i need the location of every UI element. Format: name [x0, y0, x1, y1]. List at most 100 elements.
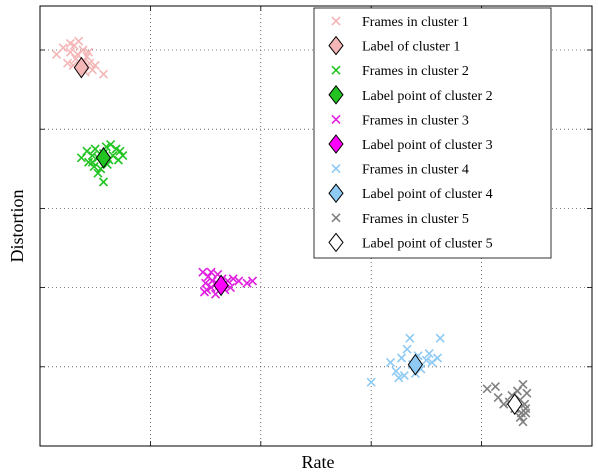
x-marker-stroke — [106, 140, 116, 150]
x-marker-stroke — [58, 43, 68, 53]
legend-label-frames-5: Frames in cluster 5 — [362, 212, 469, 227]
legend-label-label-point-2: Label point of cluster 2 — [362, 89, 493, 104]
x-marker-stroke — [394, 373, 404, 383]
frame-point — [58, 43, 68, 53]
x-marker-stroke — [199, 287, 210, 297]
frame-point — [522, 388, 532, 398]
legend-entry-label-5: Label point of cluster 5 — [328, 232, 493, 253]
x-marker-stroke — [331, 16, 341, 26]
cluster-3-frames — [198, 267, 258, 299]
frame-point — [521, 408, 531, 418]
frame-point — [435, 333, 445, 343]
legend-label-label-point-1: Label of cluster 1 — [362, 40, 460, 55]
cluster-2-label-point — [95, 146, 112, 169]
x-marker-stroke — [331, 65, 341, 75]
legend-entry-frames-3: Frames in cluster 3 — [331, 113, 469, 128]
frame-point — [432, 353, 443, 363]
legend-diamond-marker — [328, 84, 344, 105]
x-marker-stroke — [87, 157, 98, 167]
x-marker-stroke — [84, 47, 94, 57]
legend-box — [313, 7, 552, 259]
legend-entry-frames-1: Frames in cluster 1 — [331, 15, 469, 30]
legend-label-label-point-4: Label point of cluster 4 — [362, 187, 493, 202]
frame-point — [98, 177, 109, 187]
legend-label-frames-4: Frames in cluster 4 — [362, 163, 469, 178]
cluster-label-points — [73, 56, 523, 416]
frame-point — [234, 276, 244, 286]
frame-point — [199, 287, 210, 297]
frame-point — [490, 382, 500, 392]
x-marker-stroke — [385, 357, 396, 367]
x-marker-stroke — [111, 144, 121, 154]
legend-label-frames-1: Frames in cluster 1 — [362, 15, 469, 30]
frame-point — [63, 58, 73, 68]
frame-point — [366, 377, 376, 387]
legend-x-marker — [331, 164, 341, 174]
frame-point — [482, 384, 492, 394]
frame-point — [242, 278, 252, 288]
cluster-5-frames — [482, 379, 532, 427]
x-marker-stroke — [65, 38, 75, 48]
x-marker-stroke — [213, 269, 223, 279]
x-marker-stroke — [206, 267, 216, 277]
legend-entry-label-3: Label point of cluster 3 — [328, 134, 493, 154]
frame-point — [518, 417, 528, 427]
legend-entry-frames-4: Frames in cluster 4 — [331, 163, 469, 178]
frame-point — [72, 49, 83, 59]
legend-label-label-point-3: Label point of cluster 3 — [362, 138, 493, 153]
frame-point — [399, 371, 409, 381]
frame-point — [405, 333, 415, 343]
frame-point — [385, 357, 396, 367]
x-marker-stroke — [234, 276, 244, 286]
x-marker-stroke — [522, 388, 532, 398]
frame-point — [90, 144, 100, 154]
legend-x-marker — [331, 114, 341, 124]
y-axis-label: Distortion — [7, 189, 27, 262]
x-marker-stroke — [82, 146, 92, 156]
x-marker-stroke — [399, 371, 409, 381]
frame-point — [228, 274, 238, 284]
x-marker-stroke — [198, 267, 208, 277]
x-marker-stroke — [90, 60, 100, 70]
x-marker-stroke — [518, 379, 528, 389]
x-marker-stroke — [405, 333, 415, 343]
x-marker-stroke — [242, 278, 252, 288]
legend-label-frames-2: Frames in cluster 2 — [362, 64, 469, 79]
x-marker-stroke — [521, 408, 531, 418]
x-marker-stroke — [203, 272, 213, 282]
frame-point — [206, 267, 216, 277]
x-axis-label: Rate — [302, 452, 335, 472]
frame-point — [87, 151, 98, 161]
legend-diamond-marker — [328, 183, 344, 204]
plot-area-frame — [39, 5, 593, 447]
x-marker-stroke — [482, 384, 492, 394]
x-marker-stroke — [68, 60, 78, 70]
x-marker-stroke — [391, 366, 401, 376]
cluster-3-label-point — [213, 274, 229, 297]
x-marker-stroke — [424, 349, 434, 359]
x-marker-stroke — [499, 399, 509, 409]
frame-point — [499, 399, 509, 409]
x-marker-stroke — [435, 333, 445, 343]
x-marker-stroke — [490, 382, 500, 392]
x-marker-stroke — [518, 417, 528, 427]
x-marker-stroke — [102, 159, 112, 169]
frame-point — [391, 366, 401, 376]
x-marker-stroke — [421, 355, 431, 365]
legend-x-marker — [331, 213, 341, 223]
legend-diamond-marker — [328, 35, 344, 56]
legend-entry-label-2: Label point of cluster 2 — [328, 84, 493, 105]
x-marker-stroke — [331, 114, 341, 124]
cluster-1-label-point — [73, 56, 90, 79]
x-marker-stroke — [98, 177, 109, 187]
legend-entry-frames-2: Frames in cluster 2 — [331, 64, 469, 79]
legend-diamond-marker — [328, 232, 344, 253]
legend-x-marker — [331, 65, 341, 75]
frame-point — [424, 349, 434, 359]
x-marker-stroke — [402, 344, 412, 354]
legend-diamond-marker — [328, 134, 344, 154]
x-marker-stroke — [493, 393, 503, 403]
frame-point — [118, 151, 128, 161]
x-marker-stroke — [87, 151, 98, 161]
cluster-5-label-point — [507, 393, 523, 416]
